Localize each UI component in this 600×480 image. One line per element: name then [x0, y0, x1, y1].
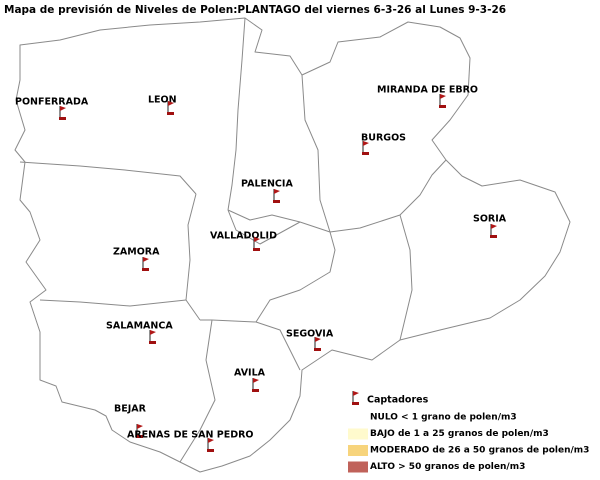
station-marker: [136, 424, 143, 438]
station-label: AVILA: [234, 368, 266, 379]
station-label: SORIA: [473, 214, 507, 225]
station-label: ZAMORA: [113, 247, 160, 258]
map-title: Mapa de previsión de Niveles de Polen:PL…: [4, 4, 506, 16]
flag: [60, 106, 66, 111]
flag: [363, 141, 369, 146]
border: [179, 319, 216, 463]
flag-base: [207, 449, 214, 452]
border: [39, 299, 187, 307]
flag: [440, 94, 446, 99]
border: [200, 319, 301, 371]
flag-base: [167, 112, 174, 115]
flag-base: [362, 152, 369, 155]
border: [329, 159, 447, 233]
station-label: MIRANDA DE EBRO: [377, 85, 478, 96]
province-borders: [14, 17, 571, 473]
station-label: BEJAR: [114, 404, 147, 415]
legend-swatch: [348, 461, 368, 473]
border: [19, 161, 197, 195]
flag: [143, 257, 149, 262]
border: [227, 209, 336, 323]
flag-base: [59, 117, 66, 120]
border: [185, 193, 201, 321]
flag: [254, 237, 260, 242]
station-label: ARENAS DE SAN PEDRO: [127, 430, 253, 441]
legend-swatch: [348, 445, 368, 456]
flag: [168, 101, 174, 106]
station-marker: [59, 106, 66, 120]
station-marker: [490, 224, 497, 238]
station-label: SALAMANCA: [106, 321, 173, 332]
station-marker: [142, 257, 149, 271]
flag: [274, 189, 280, 194]
flag-base: [136, 435, 143, 438]
flag-base: [490, 235, 497, 238]
legend-label: NULO < 1 grano de polen/m3: [370, 413, 517, 423]
flag-base: [253, 248, 260, 251]
flag: [491, 224, 497, 229]
station-label: LEON: [148, 95, 177, 106]
station-label: PONFERRADA: [15, 97, 89, 108]
station-marker: [439, 94, 446, 108]
legend-label: MODERADO de 26 a 50 granos de polen/m3: [370, 446, 589, 456]
flag-base: [252, 389, 259, 392]
legend-label: ALTO > 50 granos de polen/m3: [370, 462, 525, 472]
flag-base: [142, 268, 149, 271]
station-label: PALENCIA: [241, 179, 293, 190]
station-marker: [149, 330, 156, 344]
legend-label: BAJO de 1 a 25 granos de polen/m3: [370, 429, 549, 439]
flag: [208, 438, 214, 443]
flag: [253, 378, 259, 383]
station-marker: [352, 391, 359, 405]
legend: Captadores NULO < 1 grano de polen/m3 BAJ…: [348, 395, 589, 473]
flag-base: [314, 348, 321, 351]
station-marker: [167, 101, 174, 115]
station-marker: [273, 189, 280, 203]
flag-base: [273, 200, 280, 203]
flag-base: [439, 105, 446, 108]
flag-base: [352, 402, 359, 405]
flag: [315, 337, 321, 342]
station-marker: [314, 337, 321, 351]
station-marker: [207, 438, 214, 452]
station-label: SEGOVIA: [286, 329, 334, 340]
border: [399, 214, 413, 341]
border: [227, 17, 246, 211]
station-label: BURGOS: [361, 133, 406, 144]
station-marker: [253, 237, 260, 251]
flag-base: [149, 341, 156, 344]
flag: [137, 424, 143, 429]
flag: [150, 330, 156, 335]
legend-swatch: [348, 428, 368, 440]
flag: [353, 391, 359, 396]
station-label: VALLADOLID: [210, 231, 277, 242]
station-marker: [252, 378, 259, 392]
station-marker: [362, 141, 369, 155]
legend-marker-label: Captadores: [367, 395, 429, 406]
border: [227, 209, 301, 245]
border: [301, 74, 331, 233]
